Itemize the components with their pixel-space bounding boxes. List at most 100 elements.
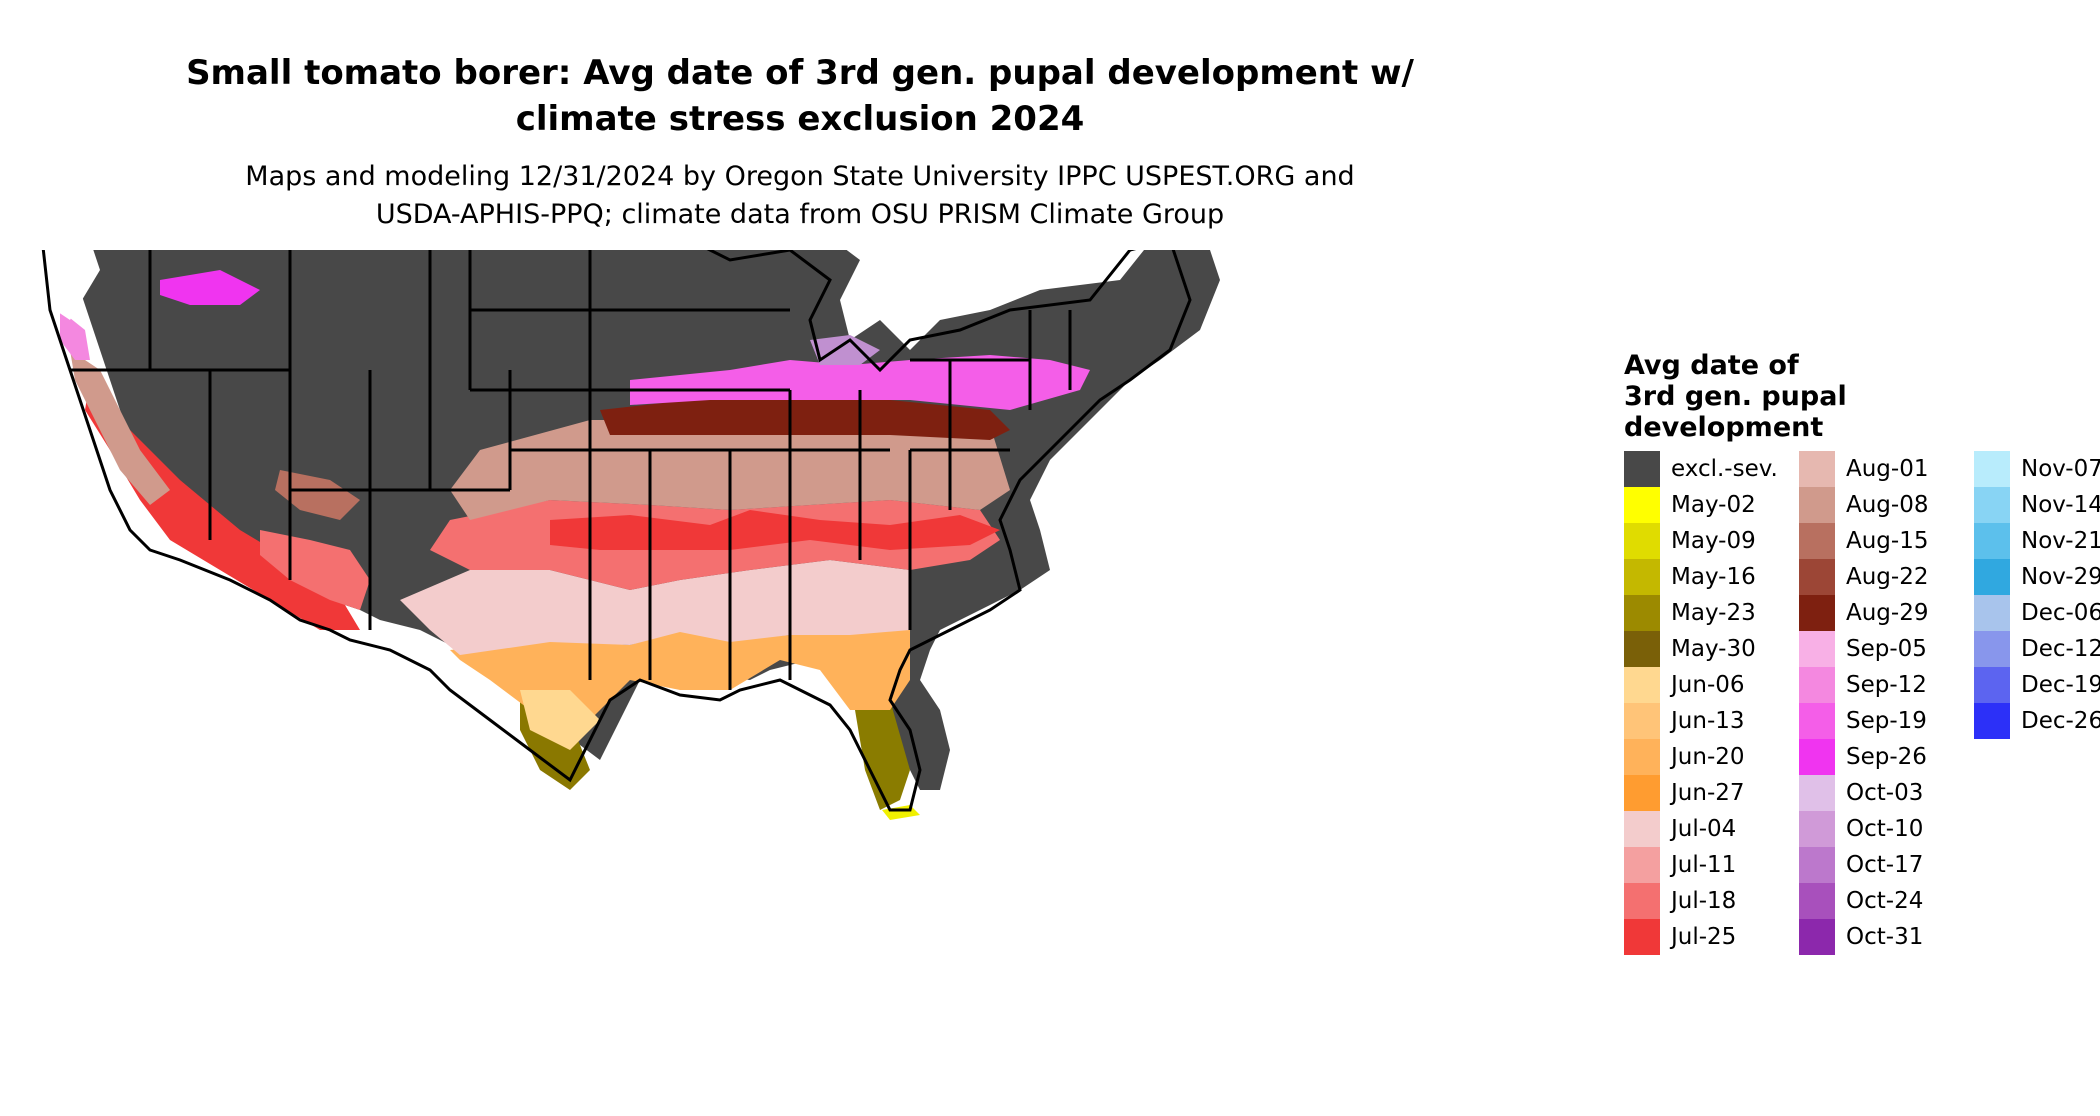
legend-swatch [1624, 559, 1660, 595]
legend-swatch [1799, 667, 1835, 703]
map-subtitle: Maps and modeling 12/31/2024 by Oregon S… [100, 158, 1500, 234]
legend-swatch [1799, 595, 1835, 631]
legend-swatch [1974, 451, 2010, 487]
legend-label: Aug-15 [1846, 528, 1929, 554]
legend-label: Oct-31 [1846, 924, 1924, 950]
legend-swatch [1624, 775, 1660, 811]
legend-swatch [1799, 631, 1835, 667]
legend-swatch [1624, 451, 1660, 487]
region-sep-19 [630, 355, 1090, 410]
state-lines-central [468, 250, 912, 690]
legend-label: Dec-26 [2021, 708, 2100, 734]
map-title-line-2: climate stress exclusion 2024 [515, 99, 1085, 139]
legend-swatch [1799, 523, 1835, 559]
legend-swatch [1974, 559, 2010, 595]
legend-label: Jul-18 [1671, 888, 1737, 914]
legend-swatch [1974, 631, 2010, 667]
legend: excl.-sev. May-02 May-09 May-16 May-23 May-30… [1624, 451, 2100, 1011]
legend-swatch [1624, 631, 1660, 667]
legend-swatch [1624, 523, 1660, 559]
state-lines-east [910, 310, 1072, 510]
region-jun-06 [520, 690, 600, 750]
legend-label: Aug-29 [1846, 600, 1929, 626]
region-jul-04 [400, 560, 910, 655]
legend-label: Dec-19 [2021, 672, 2100, 698]
legend-label: Jun-06 [1671, 672, 1745, 698]
legend-swatch [1974, 595, 2010, 631]
legend-title-line-2: 3rd gen. pupal [1624, 381, 1847, 412]
legend-label: Sep-19 [1846, 708, 1927, 734]
legend-label: Nov-14 [2021, 492, 2100, 518]
map-title: Small tomato borer: Avg date of 3rd gen.… [100, 50, 1500, 142]
legend-label: Jul-11 [1671, 852, 1737, 878]
legend-swatch [1624, 703, 1660, 739]
legend-label: Oct-03 [1846, 780, 1924, 806]
legend-label: Aug-08 [1846, 492, 1929, 518]
legend-swatch [1974, 667, 2010, 703]
legend-label: Jun-20 [1671, 744, 1745, 770]
legend-swatch [1974, 703, 2010, 739]
legend-label: Jul-25 [1671, 924, 1737, 950]
legend-swatch [1974, 523, 2010, 559]
region-west-sep-12 [60, 310, 90, 360]
region-oct-10 [810, 335, 880, 365]
state-boundaries [41, 250, 1192, 812]
legend-title-line-3: development [1624, 412, 1824, 443]
legend-swatch [1624, 487, 1660, 523]
legend-label: Oct-24 [1846, 888, 1924, 914]
legend-label: Jul-04 [1671, 816, 1737, 842]
region-aug-29 [600, 400, 1010, 440]
legend-label: May-16 [1671, 564, 1756, 590]
map-title-line-1: Small tomato borer: Avg date of 3rd gen.… [186, 53, 1414, 93]
legend-swatch [1799, 883, 1835, 919]
map-subtitle-line-2: USDA-APHIS-PPQ; climate data from OSU PR… [375, 199, 1225, 230]
map-body [43, 250, 1220, 820]
legend-label: Aug-01 [1846, 456, 1929, 482]
region-west-magenta [160, 270, 260, 305]
legend-label: Dec-06 [2021, 600, 2100, 626]
legend-swatch [1799, 919, 1835, 955]
map-subtitle-line-1: Maps and modeling 12/31/2024 by Oregon S… [245, 161, 1355, 192]
legend-swatch [1624, 883, 1660, 919]
us-map [41, 250, 1220, 820]
region-jul-25 [550, 510, 1000, 550]
legend-label: Dec-12 [2021, 636, 2100, 662]
legend-label: Sep-26 [1846, 744, 1927, 770]
legend-swatch [1624, 595, 1660, 631]
legend-swatch [1624, 739, 1660, 775]
legend-label: May-02 [1671, 492, 1756, 518]
legend-label: Nov-29 [2021, 564, 2100, 590]
us-outline [41, 250, 1192, 812]
legend-swatch [1799, 811, 1835, 847]
legend-swatch [1624, 919, 1660, 955]
legend-title: Avg date of 3rd gen. pupal development [1624, 350, 1924, 443]
legend-swatch [1799, 703, 1835, 739]
legend-swatch [1799, 847, 1835, 883]
legend-swatch [1624, 847, 1660, 883]
legend-label: Aug-22 [1846, 564, 1929, 590]
legend-label: Nov-07 [2021, 456, 2100, 482]
legend-label: Jun-27 [1671, 780, 1745, 806]
region-nw-white [43, 250, 100, 320]
region-may-16-florida [855, 700, 910, 810]
region-az-jul-18 [260, 530, 370, 610]
legend-swatch [1799, 739, 1835, 775]
legend-swatch [1624, 811, 1660, 847]
legend-label: Sep-12 [1846, 672, 1927, 698]
state-lines-west [70, 250, 512, 630]
legend-label: Nov-21 [2021, 528, 2100, 554]
legend-swatch [1799, 451, 1835, 487]
legend-label: Oct-10 [1846, 816, 1924, 842]
legend-label: May-30 [1671, 636, 1756, 662]
legend-swatch [1799, 559, 1835, 595]
legend-swatch [1799, 487, 1835, 523]
region-west-aug-08 [70, 350, 170, 505]
legend-label: excl.-sev. [1671, 456, 1778, 482]
legend-label: May-23 [1671, 600, 1756, 626]
legend-label: May-09 [1671, 528, 1756, 554]
legend-swatch [1624, 667, 1660, 703]
legend-swatch [1799, 775, 1835, 811]
legend-label: Jun-13 [1671, 708, 1745, 734]
legend-title-line-1: Avg date of [1624, 350, 1799, 381]
legend-label: Oct-17 [1846, 852, 1924, 878]
